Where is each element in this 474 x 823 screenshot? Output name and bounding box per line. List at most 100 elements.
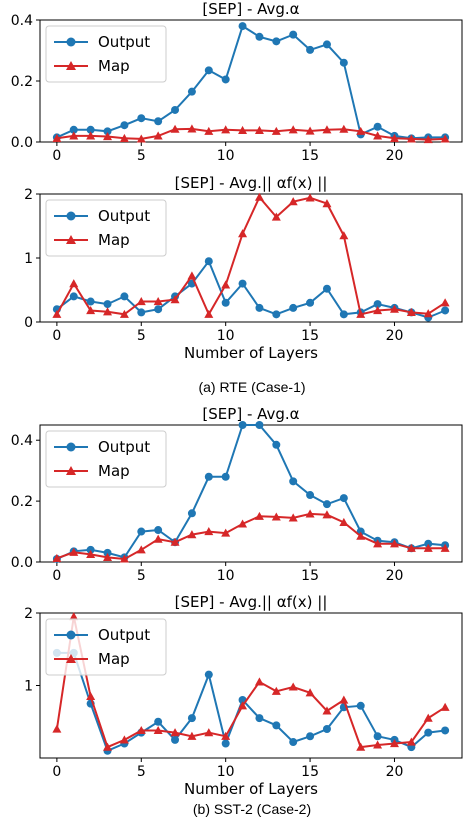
- y-tick-label: 1: [24, 251, 33, 267]
- data-point: [103, 307, 113, 316]
- legend-box: [45, 25, 167, 83]
- legend-label: Map: [98, 462, 130, 480]
- chart-4: [SEP] - Avg.|| αf(x) || 0 5 10 15 20 1 2 Number …: [24, 593, 463, 798]
- data-point: [322, 40, 331, 49]
- data-point: [221, 75, 230, 84]
- x-tick-label: 10: [217, 148, 235, 164]
- data-point: [69, 125, 78, 134]
- data-point: [86, 545, 95, 554]
- data-point: [86, 305, 96, 315]
- data-point: [272, 37, 281, 46]
- data-point: [204, 728, 214, 737]
- data-point: [52, 724, 62, 733]
- data-point: [373, 300, 382, 309]
- data-point: [406, 737, 416, 746]
- data-point: [153, 725, 163, 735]
- data-point: [221, 528, 231, 537]
- data-point: [187, 509, 196, 518]
- data-point: [441, 726, 450, 735]
- data-point: [120, 292, 129, 301]
- caption-b: (b) SST-2 (Case-2): [193, 801, 311, 817]
- data-point: [52, 309, 62, 318]
- data-point: [153, 297, 163, 306]
- data-point: [356, 531, 366, 540]
- data-point: [288, 197, 298, 206]
- y-tick-label: 0: [24, 315, 33, 331]
- data-point: [254, 125, 264, 135]
- data-point: [440, 702, 450, 711]
- x-tick-label: 0: [52, 568, 61, 584]
- x-tick-label: 5: [137, 568, 146, 584]
- data-point: [255, 714, 264, 723]
- chart-2: [SEP] - Avg.|| αf(x) || 0 5 10 15 20 0 1 2 Number…: [24, 174, 463, 362]
- data-point: [406, 134, 416, 143]
- data-point: [288, 682, 298, 691]
- x-tick-label: 20: [386, 148, 404, 164]
- data-point: [305, 193, 315, 202]
- data-point: [424, 728, 433, 737]
- data-point: [254, 192, 264, 201]
- data-point: [137, 527, 146, 536]
- data-point: [339, 494, 348, 503]
- data-point: [254, 511, 264, 520]
- data-point: [406, 543, 416, 552]
- legend: Output Map: [45, 430, 167, 488]
- data-point: [306, 298, 315, 307]
- chart-1: [SEP] - Avg.α 0 5 10 15 20 0.0 0.2 0.4 Output Map: [11, 0, 463, 164]
- data-point: [119, 309, 129, 318]
- data-point: [204, 309, 214, 318]
- data-point: [373, 732, 382, 741]
- data-point: [52, 133, 62, 142]
- legend-marker: [66, 442, 76, 452]
- data-point: [271, 212, 281, 221]
- data-point: [103, 552, 113, 562]
- x-tick-label: 20: [386, 568, 404, 584]
- legend-label: Map: [98, 57, 130, 75]
- data-point: [86, 297, 95, 306]
- legend: Output Map: [45, 618, 167, 676]
- y-tick-label: 2: [24, 606, 33, 622]
- data-point: [373, 305, 383, 315]
- data-point: [389, 304, 399, 313]
- legend-marker: [66, 466, 76, 475]
- series-map: [52, 509, 450, 563]
- data-point: [339, 124, 349, 133]
- data-point: [103, 300, 112, 309]
- data-point: [440, 543, 450, 552]
- data-point: [204, 527, 214, 536]
- data-point: [136, 545, 146, 554]
- data-point: [322, 725, 331, 733]
- data-point: [119, 735, 129, 744]
- data-point: [170, 537, 180, 546]
- data-point: [288, 125, 298, 134]
- data-point: [339, 695, 349, 704]
- y-tick-label: 0.4: [11, 13, 33, 29]
- data-point: [103, 132, 113, 141]
- data-point: [373, 122, 382, 131]
- data-point: [305, 688, 315, 697]
- data-point: [221, 298, 230, 307]
- chart-panels: [SEP] - Avg.α0 5 10 15 200.00.20.4OutputMap[…: [11, 0, 463, 798]
- x-axis-label: Number of Layers: [184, 780, 318, 798]
- x-tick-label: 10: [217, 568, 235, 584]
- data-point: [204, 126, 214, 135]
- data-point: [272, 721, 281, 730]
- data-point: [339, 310, 348, 319]
- data-point: [238, 279, 247, 288]
- y-tick-label: 0.4: [11, 433, 33, 449]
- data-point: [137, 114, 146, 123]
- x-tick-label: 5: [137, 148, 146, 164]
- data-point: [423, 309, 433, 318]
- data-point: [187, 731, 197, 740]
- x-tick-label: 15: [301, 568, 319, 584]
- data-point: [170, 295, 180, 304]
- data-point: [423, 713, 433, 722]
- legend-label: Output: [98, 438, 150, 456]
- legend-label: Map: [98, 231, 130, 249]
- x-tick-label: 10: [217, 764, 235, 780]
- data-point: [238, 22, 247, 31]
- series-line-map: [56, 127, 446, 141]
- data-point: [170, 124, 180, 133]
- data-point: [305, 509, 315, 518]
